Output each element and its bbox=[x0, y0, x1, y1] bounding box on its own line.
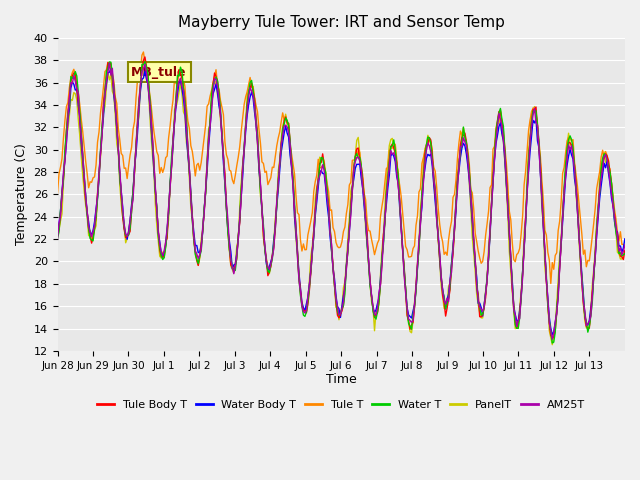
Text: MB_tule: MB_tule bbox=[131, 66, 187, 79]
Y-axis label: Temperature (C): Temperature (C) bbox=[15, 144, 28, 245]
X-axis label: Time: Time bbox=[326, 373, 356, 386]
Legend: Tule Body T, Water Body T, Tule T, Water T, PanelT, AM25T: Tule Body T, Water Body T, Tule T, Water… bbox=[93, 395, 589, 414]
Title: Mayberry Tule Tower: IRT and Sensor Temp: Mayberry Tule Tower: IRT and Sensor Temp bbox=[178, 15, 504, 30]
